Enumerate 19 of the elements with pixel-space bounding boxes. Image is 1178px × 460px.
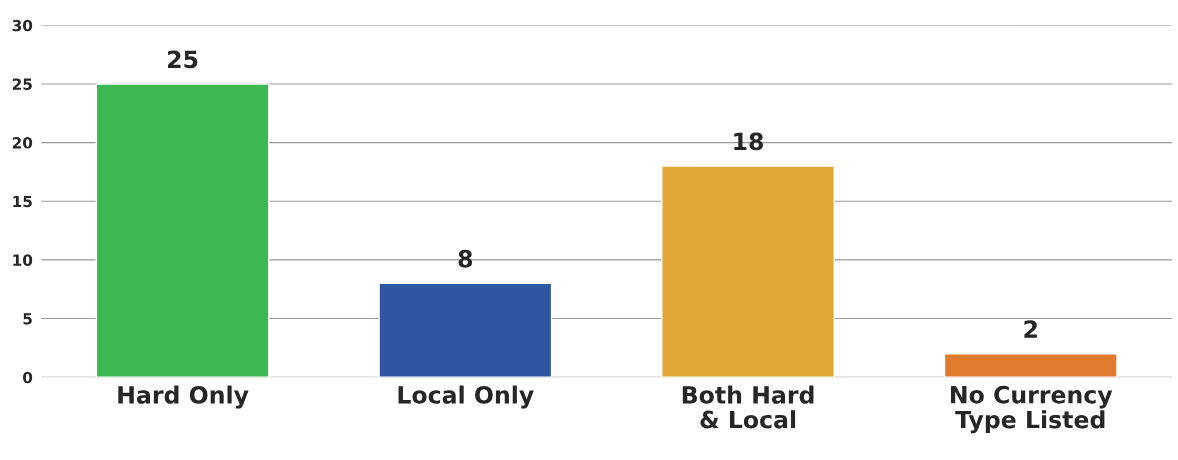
y-tick-label: 20	[12, 137, 33, 149]
data-label: 8	[458, 249, 473, 268]
x-tick-label: No Currency Type Listed	[951, 385, 1113, 434]
data-label: 18	[734, 132, 763, 151]
bar	[943, 353, 1118, 378]
x-tick-label: Hard Only	[118, 385, 249, 409]
data-label: 25	[168, 50, 198, 69]
y-tick-label: 0	[23, 371, 33, 384]
y-tick-label: 15	[13, 195, 32, 208]
y-tick-label: 30	[12, 19, 33, 32]
y-tick-label: 25	[12, 78, 32, 90]
bar	[661, 165, 835, 378]
bar	[378, 282, 553, 378]
y-tick-label: 10	[13, 254, 33, 266]
data-label: 2	[1024, 320, 1037, 338]
x-tick-label: Both Hard & Local	[682, 385, 814, 429]
y-tick-label: 5	[23, 313, 32, 325]
x-tick-label: Local Only	[398, 385, 534, 409]
bar	[95, 83, 270, 378]
